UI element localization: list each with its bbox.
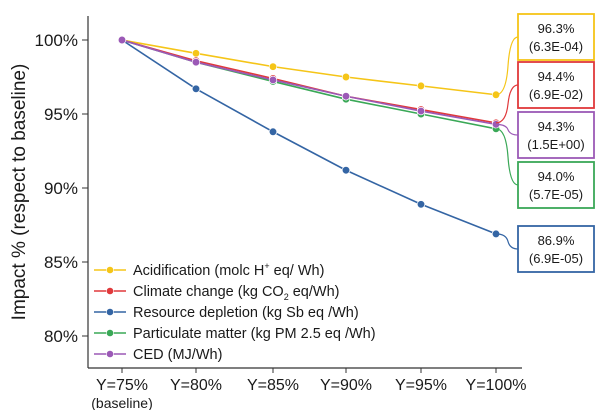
x-tick-label: Y=90%	[320, 377, 372, 394]
y-tick-label: 85%	[44, 253, 78, 272]
data-point	[191, 58, 201, 67]
data-point	[191, 84, 201, 93]
x-tick-label: Y=80%	[170, 377, 222, 394]
annotation-percent: 94.3%	[538, 119, 575, 134]
legend-marker	[106, 350, 114, 358]
x-tick-sublabel: (baseline)	[91, 395, 152, 410]
annotation-box	[517, 225, 595, 273]
legend-label: Particulate matter (kg PM 2.5 eq /Wh)	[133, 326, 376, 342]
legend-item: CED (MJ/Wh)	[94, 347, 222, 363]
data-point	[341, 166, 351, 175]
y-tick-label: 100%	[35, 31, 78, 50]
annotation-callout: 94.0% (5.7E-05)	[495, 128, 595, 209]
x-tick-label: Y=85%	[247, 377, 299, 394]
series-line	[121, 39, 497, 130]
legend-marker	[106, 266, 114, 274]
annotation-connector	[495, 123, 519, 136]
annotation-callout: 96.3% (6.3E-04)	[495, 13, 595, 96]
data-point	[191, 49, 201, 58]
annotation-callout: 94.3% (1.5E+00)	[495, 111, 595, 159]
data-point	[117, 35, 127, 45]
annotation-percent: 94.4%	[538, 69, 575, 84]
data-point	[341, 92, 351, 101]
legend: Acidification (molc H+ eq/ Wh) Climate ch…	[94, 261, 376, 363]
data-point	[268, 75, 278, 85]
legend-label: Resource depletion (kg Sb eq /Wh)	[133, 305, 359, 321]
annotation-callout: 86.9% (6.9E-05)	[495, 225, 595, 273]
data-point	[416, 106, 426, 116]
x-tick-label: Y=75%	[96, 377, 148, 394]
legend-marker	[106, 287, 114, 295]
annotations: 96.3% (6.3E-04) 94.4% (6.9E-02) 94.3% (1.5E+0…	[495, 13, 595, 273]
data-point	[341, 72, 351, 82]
annotation-connector	[495, 128, 519, 186]
annotation-box	[517, 61, 595, 109]
series-line-group	[117, 35, 501, 239]
legend-label: Climate change (kg CO2 eq/Wh)	[133, 284, 339, 302]
data-point	[416, 81, 426, 91]
annotation-box	[517, 161, 595, 209]
series-line	[121, 39, 497, 235]
y-axis-label: Impact % (respect to baseline)	[9, 64, 30, 321]
x-tick-label: Y=95%	[395, 377, 447, 394]
annotation-value: (6.3E-04)	[529, 39, 583, 54]
legend-label: CED (MJ/Wh)	[133, 347, 222, 363]
axes	[87, 16, 522, 369]
y-ticks: 80% 85% 90% 95% 100%	[35, 31, 88, 346]
x-tick-label: Y=100%	[466, 377, 527, 394]
annotation-callout: 94.4% (6.9E-02)	[495, 61, 595, 124]
annotation-percent: 96.3%	[538, 21, 575, 36]
series-line-group	[117, 35, 501, 133]
legend-item: Particulate matter (kg PM 2.5 eq /Wh)	[94, 326, 376, 342]
annotation-value: (1.5E+00)	[527, 137, 584, 152]
legend-marker	[106, 329, 114, 337]
legend-label: Acidification (molc H+ eq/ Wh)	[133, 261, 324, 279]
series-line	[121, 39, 497, 126]
annotation-connector	[495, 36, 519, 96]
annotation-value: (5.7E-05)	[529, 187, 583, 202]
legend-item: Climate change (kg CO2 eq/Wh)	[94, 284, 339, 302]
y-tick-label: 90%	[44, 179, 78, 198]
y-tick-label: 80%	[44, 327, 78, 346]
series-line	[121, 39, 497, 124]
series-line	[121, 39, 497, 96]
data-point	[416, 200, 426, 209]
series-layer	[117, 35, 501, 239]
y-tick-label: 95%	[44, 105, 78, 124]
annotation-value: (6.9E-02)	[529, 87, 583, 102]
data-point	[268, 62, 278, 71]
legend-marker	[106, 308, 114, 316]
data-point	[268, 127, 278, 136]
annotation-box	[517, 111, 595, 159]
x-ticks: Y=75% Y=80% Y=85% Y=90% Y=95% Y=100% (baseline…	[91, 368, 526, 410]
annotation-connector	[495, 233, 519, 250]
annotation-box	[517, 13, 595, 61]
annotation-connector	[495, 84, 519, 124]
annotation-percent: 94.0%	[538, 169, 575, 184]
legend-item: Acidification (molc H+ eq/ Wh)	[94, 261, 324, 279]
annotation-value: (6.9E-05)	[529, 251, 583, 266]
annotation-percent: 86.9%	[538, 233, 575, 248]
series-line-group	[117, 35, 501, 99]
legend-item: Resource depletion (kg Sb eq /Wh)	[94, 305, 359, 321]
